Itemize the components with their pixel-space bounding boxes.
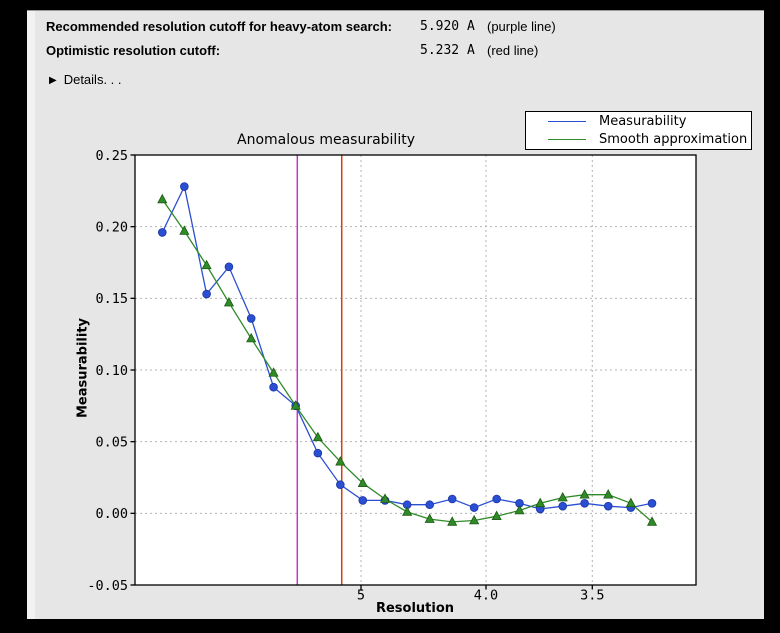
legend-label-smooth-approximation: Smooth approximation — [599, 132, 748, 147]
panel-left-edge — [27, 11, 35, 619]
recommended-cutoff-row: Recommended resolution cutoff for heavy-… — [46, 19, 746, 35]
svg-text:0.20: 0.20 — [95, 219, 128, 235]
optimistic-cutoff-label: Optimistic resolution cutoff: — [46, 43, 221, 58]
svg-text:5: 5 — [357, 588, 365, 604]
disclosure-triangle-icon: ▶ — [49, 75, 57, 86]
details-disclosure[interactable]: ▶ Details. . . — [49, 72, 122, 88]
legend-label-measurability: Measurability — [599, 114, 687, 129]
svg-text:0.05: 0.05 — [95, 434, 128, 450]
measurability-line-sample-icon — [548, 121, 586, 122]
smooth-approximation-line-sample-icon — [548, 139, 586, 140]
details-label: Details. . . — [63, 72, 122, 87]
svg-text:0.00: 0.00 — [95, 506, 128, 522]
svg-text:3.5: 3.5 — [580, 588, 604, 604]
y-axis-label: Measurability — [75, 317, 91, 419]
svg-text:4.0: 4.0 — [474, 588, 498, 604]
recommended-cutoff-note: (purple line) — [487, 19, 556, 34]
legend-entry-measurability: Measurability — [548, 113, 751, 130]
legend-entry-smooth-approximation: Smooth approximation — [548, 131, 751, 148]
plot-legend: Measurability Smooth approximation — [525, 111, 752, 150]
svg-text:0.10: 0.10 — [95, 363, 128, 379]
svg-text:0.15: 0.15 — [95, 291, 128, 307]
svg-text:-0.05: -0.05 — [87, 578, 128, 594]
optimistic-cutoff-value: 5.232 A — [420, 43, 475, 58]
recommended-cutoff-value: 5.920 A — [420, 19, 475, 34]
plot-title: Anomalous measurability — [237, 132, 415, 148]
optimistic-cutoff-note: (red line) — [487, 43, 539, 58]
x-axis-label: Resolution — [375, 601, 455, 616]
svg-text:0.25: 0.25 — [95, 148, 128, 164]
optimistic-cutoff-row: Optimistic resolution cutoff: 5.232 A (r… — [46, 43, 746, 59]
recommended-cutoff-label: Recommended resolution cutoff for heavy-… — [46, 19, 393, 34]
